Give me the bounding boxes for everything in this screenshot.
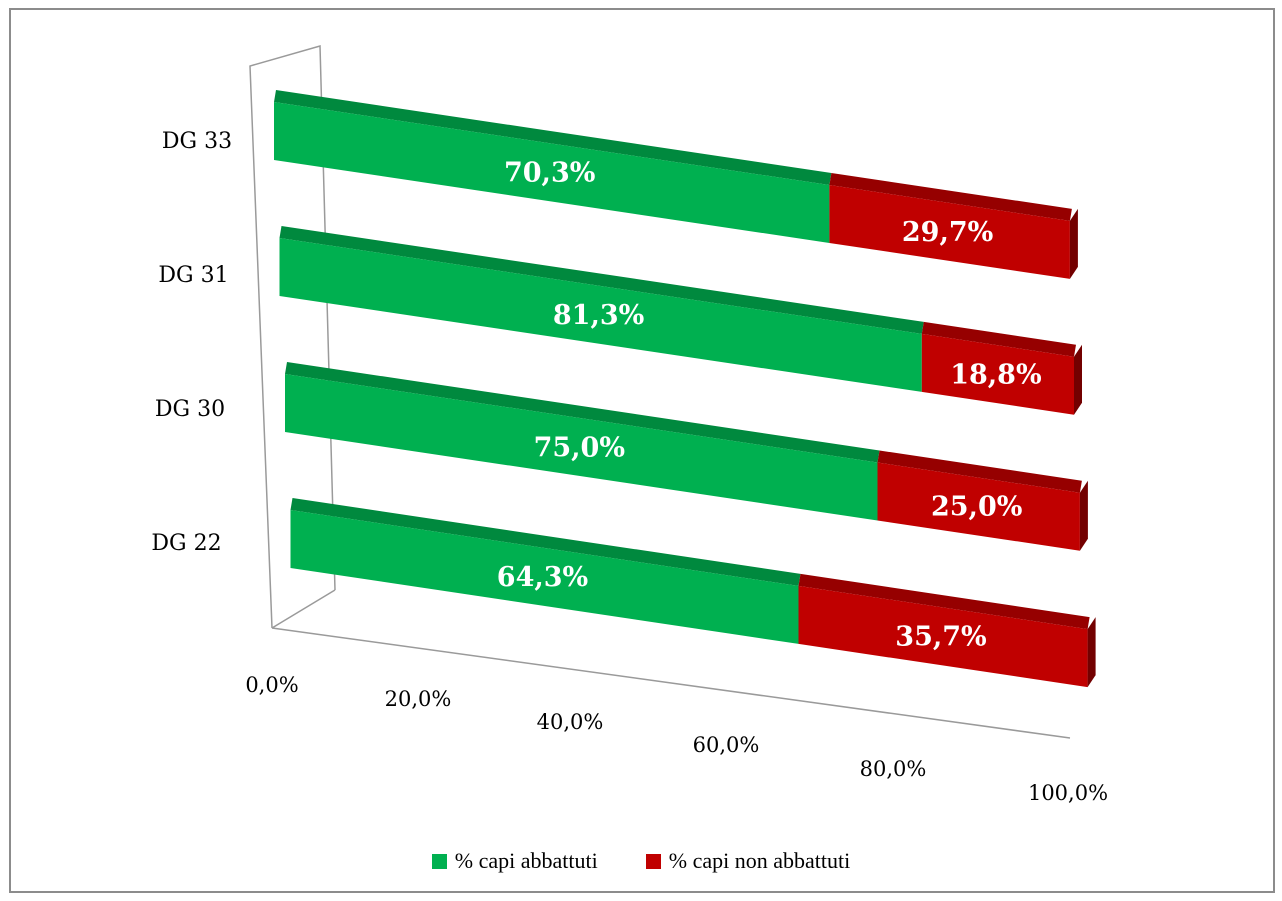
bar-1-1 [877,462,1080,551]
data-label-0-0: 64,3% [497,562,588,593]
category-label: DG 30 [155,397,225,422]
bar-1-0 [285,374,878,521]
axis-floor-depth [271,589,336,629]
bar-top-3-1 [829,173,1072,221]
bar-top-3-0 [274,90,832,185]
category-label: DG 31 [158,263,228,288]
data-label-0-1: 35,7% [895,622,986,653]
data-label-2-1: 18,8% [950,359,1041,390]
legend-swatch-series-1 [645,853,661,869]
x-tick-label: 60,0% [693,733,760,757]
bar-side-2 [1074,344,1082,415]
legend-item-series-0: % capi abbattuti [431,848,598,874]
bar-top-2-0 [279,226,924,334]
category-label: DG 33 [162,129,232,154]
x-tick-label: 20,0% [385,687,452,711]
bar-top-0-0 [290,498,801,586]
bar-side-0 [1087,617,1096,688]
bar-top-1-1 [877,450,1082,493]
legend-item-series-1: % capi non abbattuti [645,848,851,874]
bar-0-1 [798,585,1088,688]
bar-side-3 [1069,208,1078,279]
bars [274,90,1096,688]
bar-top-2-1 [921,321,1076,357]
data-label-2-0: 81,3% [553,300,644,331]
bar-2-1 [921,333,1074,415]
axes: 0,0% 20,0% 40,0% 60,0% 80,0% 100,0% [245,45,1108,805]
labels: 70,3% 29,7% DG 33 81,3% 18,8% DG 31 75,0% 25,0%… [151,129,1041,653]
legend-label-series-1: % capi non abbattuti [668,848,851,873]
x-tick-label: 0,0% [245,673,298,697]
data-label-1-1: 25,0% [931,492,1022,523]
x-tick-label: 80,0% [860,757,927,781]
x-tick-label: 100,0% [1028,781,1108,805]
legend: % capi abbattuti % capi non abbattuti [0,848,1282,874]
axis-wall [249,45,336,629]
bar-side-1 [1079,480,1088,551]
category-label: DG 22 [151,531,221,556]
data-label-3-1: 29,7% [902,217,993,248]
bar-0-0 [290,510,799,644]
legend-label-series-0: % capi abbattuti [454,848,598,873]
axis-floor [271,627,1071,739]
bar-top-0-1 [798,573,1090,630]
legend-swatch-series-0 [431,853,447,869]
x-tick-label: 40,0% [537,710,604,734]
data-label-3-0: 70,3% [504,158,595,189]
bar-3-0 [274,102,830,243]
bar-top-1-0 [285,362,880,463]
data-label-1-0: 75,0% [534,432,625,463]
bar-3-1 [829,185,1070,279]
bar-2-0 [279,238,922,392]
